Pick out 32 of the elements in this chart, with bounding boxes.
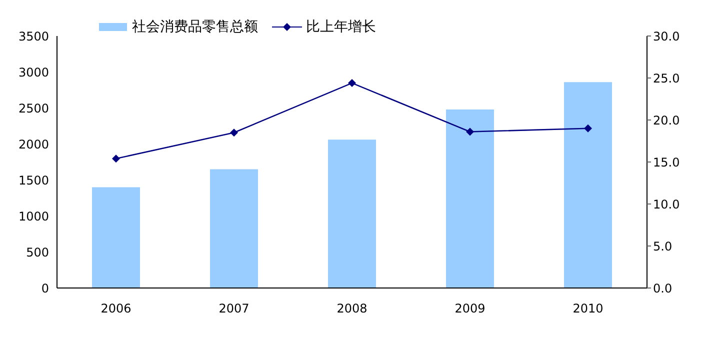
x-tick-label: 2008 — [336, 302, 368, 316]
x-tick-label: 2010 — [572, 302, 604, 316]
y-tick-label: 1500 — [18, 173, 49, 188]
bar — [446, 109, 494, 288]
x-tick-label: 2006 — [100, 302, 132, 316]
y2-tick-label: 10.0 — [653, 197, 680, 212]
bar — [210, 169, 258, 288]
y-tick-label: 0 — [41, 281, 49, 296]
y-tick-label: 3500 — [18, 29, 49, 44]
point — [112, 154, 120, 163]
point — [348, 79, 356, 88]
y-tick-label: 1000 — [18, 209, 49, 224]
point — [466, 128, 474, 136]
y-tick-label: 3000 — [18, 65, 49, 80]
y-tick-label: 500 — [26, 245, 49, 260]
bar — [92, 187, 140, 288]
x-tick-label: 2009 — [454, 302, 486, 316]
y2-tick-label: 15.0 — [653, 155, 680, 170]
y2-tick-label: 25.0 — [653, 71, 680, 86]
y-tick-label: 2000 — [18, 137, 49, 152]
legend-label: 比上年增长 — [306, 18, 376, 36]
y2-tick-label: 0.0 — [653, 281, 672, 296]
y2-tick-label: 5.0 — [653, 239, 672, 254]
x-tick-label: 2007 — [218, 302, 250, 316]
point — [230, 128, 238, 137]
y-tick-label: 2500 — [18, 101, 49, 116]
bar — [328, 140, 376, 288]
legend-label: 社会消费品零售总额 — [132, 18, 258, 36]
y2-tick-label: 30.0 — [653, 29, 680, 44]
y2-tick-label: 20.0 — [653, 113, 680, 128]
point — [584, 124, 592, 132]
bar — [564, 82, 612, 288]
